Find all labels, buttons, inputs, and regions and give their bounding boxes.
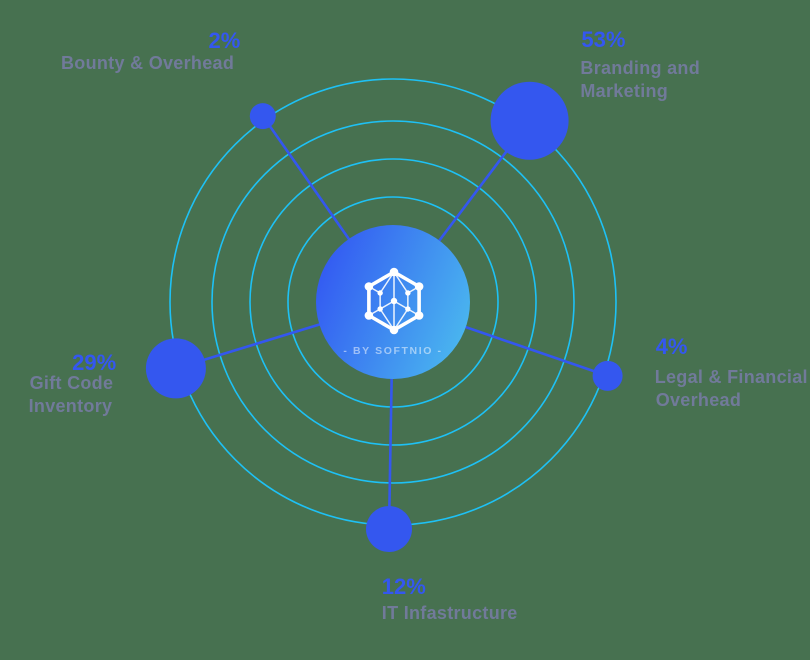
svg-text:- BY SOFTNIO -: - BY SOFTNIO -	[343, 345, 442, 357]
